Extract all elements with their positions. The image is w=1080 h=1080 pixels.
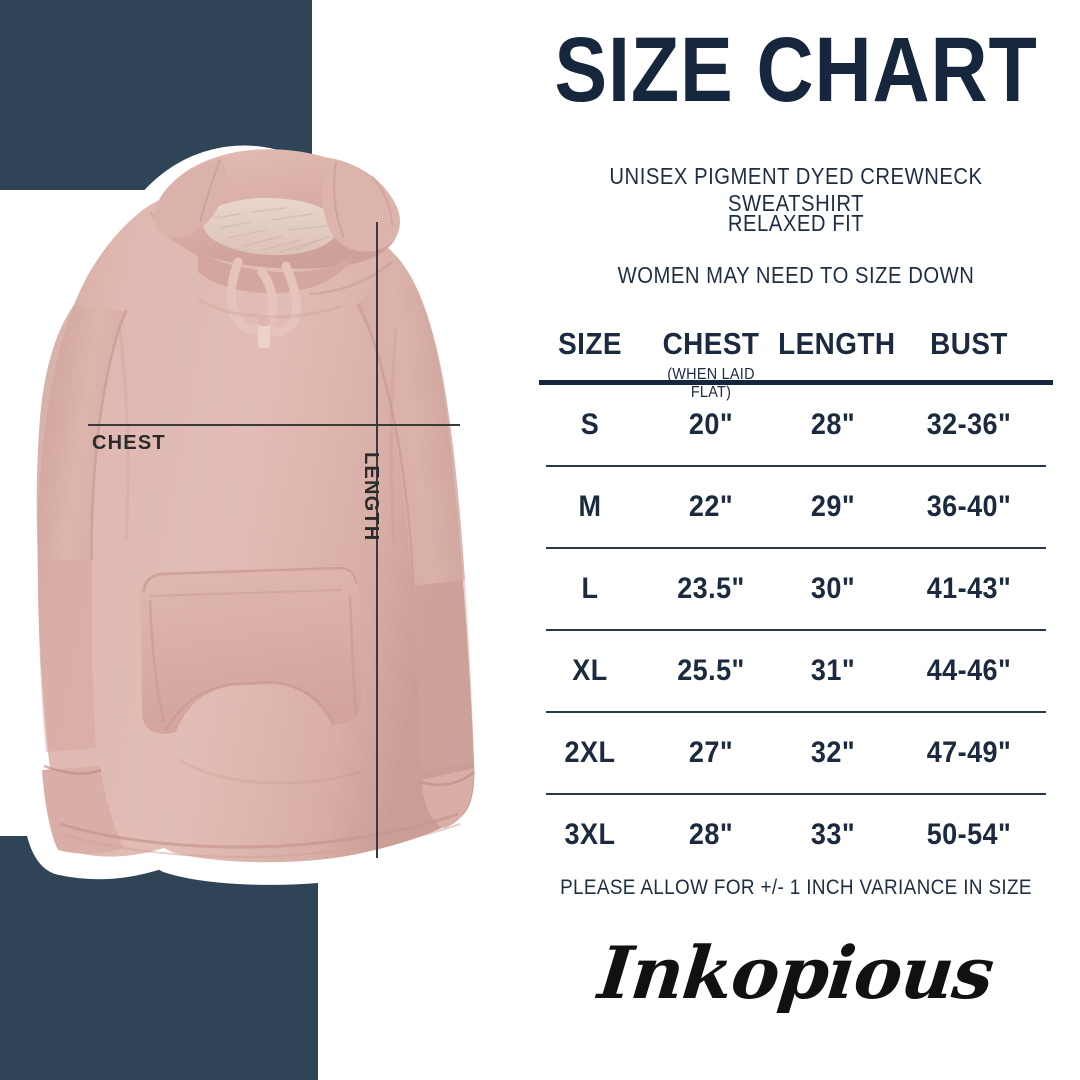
size-chart-panel: SIZE CHART UNISEX PIGMENT DYED CREWNECK … <box>512 0 1080 1080</box>
cell-size: XL <box>572 654 608 687</box>
cell-length: 33" <box>810 818 856 851</box>
cell-chest: 22" <box>688 490 734 523</box>
table-row: L 23.5" 30" 41-43" <box>512 549 1080 629</box>
column-header-length: LENGTH <box>778 326 896 361</box>
cell-size: S <box>580 408 600 441</box>
sizing-advice-subtitle: WOMEN MAY NEED TO SIZE DOWN <box>617 262 975 288</box>
cell-size: L <box>581 572 599 605</box>
brand-logo-text: Inkopious <box>594 930 998 1015</box>
cell-bust: 44-46" <box>926 654 1012 687</box>
table-header-divider <box>539 380 1053 385</box>
cell-chest: 27" <box>688 736 734 769</box>
cell-size: 3XL <box>564 818 616 851</box>
brand-logo: Inkopious® <box>512 930 1080 1015</box>
table-header-row: SIZE CHEST LENGTH BUST (WHEN LAID FLAT) <box>512 318 1080 401</box>
chest-measure-label: CHEST <box>92 432 166 454</box>
table-row-divider <box>546 547 1046 549</box>
table-row: 3XL 28" 33" 50-54" <box>512 795 1080 875</box>
column-header-size: SIZE <box>558 326 622 361</box>
cell-bust: 41-43" <box>926 572 1012 605</box>
length-measure-line <box>376 222 378 858</box>
cell-bust: 50-54" <box>926 818 1012 851</box>
cell-length: 29" <box>810 490 856 523</box>
product-photo-panel: CHEST LENGTH <box>0 0 512 1080</box>
chest-measure-line <box>88 424 460 426</box>
table-row: S 20" 28" 32-36" <box>512 385 1080 465</box>
cell-chest: 28" <box>688 818 734 851</box>
table-row-divider <box>546 793 1046 795</box>
cell-bust: 47-49" <box>926 736 1012 769</box>
table-row: XL 25.5" 31" 44-46" <box>512 631 1080 711</box>
cell-length: 31" <box>810 654 856 687</box>
column-header-bust: BUST <box>930 326 1008 361</box>
table-row: 2XL 27" 32" 47-49" <box>512 713 1080 793</box>
table-row-divider <box>546 711 1046 713</box>
length-measure-label: LENGTH <box>360 452 382 542</box>
variance-footnote: PLEASE ALLOW FOR +/- 1 INCH VARIANCE IN … <box>560 876 1032 899</box>
fit-subtitle: RELAXED FIT <box>727 210 865 236</box>
product-name-subtitle: UNISEX PIGMENT DYED CREWNECK SWEATSHIRT <box>609 163 983 216</box>
cell-chest: 23.5" <box>677 572 745 605</box>
sweatshirt-photo <box>0 0 512 1080</box>
size-table: SIZE CHEST LENGTH BUST (WHEN LAID FLAT) … <box>512 318 1080 875</box>
table-row-divider <box>546 465 1046 467</box>
cell-size: 2XL <box>564 736 616 769</box>
cell-length: 28" <box>810 408 856 441</box>
cell-size: M <box>578 490 602 523</box>
table-row-divider <box>546 629 1046 631</box>
cell-chest: 25.5" <box>677 654 745 687</box>
cell-bust: 32-36" <box>926 408 1012 441</box>
chest-column-note: (WHEN LAID FLAT) <box>667 366 755 401</box>
cell-length: 32" <box>810 736 856 769</box>
cell-length: 30" <box>810 572 856 605</box>
cell-chest: 20" <box>688 408 734 441</box>
column-header-chest: CHEST <box>662 326 760 361</box>
cell-bust: 36-40" <box>926 490 1012 523</box>
table-row: M 22" 29" 36-40" <box>512 467 1080 547</box>
page-title: SIZE CHART <box>554 19 1038 121</box>
